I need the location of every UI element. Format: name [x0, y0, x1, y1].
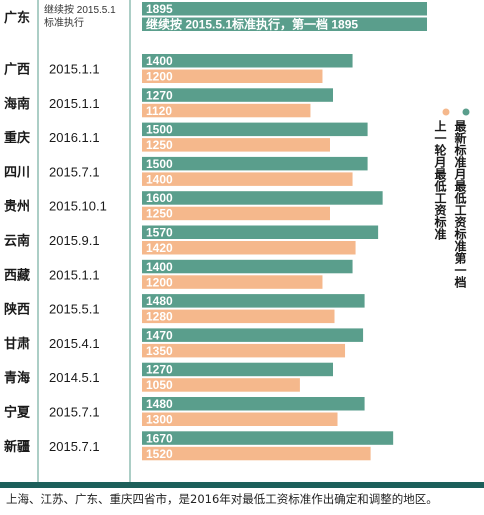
date-label: 继续按 2015.5.1	[44, 3, 116, 16]
bar-current-value: 1470	[146, 328, 173, 342]
date-label: 2015.1.1	[49, 96, 100, 111]
bar-current-value: 1500	[146, 123, 173, 137]
bar-current-value: 1600	[146, 191, 173, 205]
footer: 上海、江苏、广东、重庆四省市，是2016年对最低工资标准作出确定和调整的地区。	[0, 482, 484, 515]
bar-current-value: 1670	[146, 431, 173, 445]
bar-previous-value: 1120	[146, 104, 172, 118]
bar-previous-value: 1200	[146, 275, 173, 289]
bar-current-value: 1570	[146, 226, 173, 240]
bar-previous	[142, 206, 330, 221]
bar-current	[142, 397, 365, 411]
date-label: 2015.7.1	[49, 439, 100, 454]
bar-previous-value: 1280	[146, 310, 173, 324]
province-label: 海南	[4, 96, 30, 111]
bar-current	[142, 156, 368, 171]
legend-dot-current	[462, 108, 470, 116]
bar-current-value: 1400	[146, 54, 173, 68]
bar-previous	[142, 241, 356, 255]
bar-previous-value: 1250	[146, 207, 173, 221]
date-label: 2015.7.1	[49, 405, 100, 420]
bar-current	[142, 294, 365, 308]
date-label: 2015.1.1	[49, 267, 100, 282]
bar-previous-value: 1300	[146, 413, 173, 427]
bar-current-value: 1270	[146, 88, 173, 102]
date-label: 2015.9.1	[49, 233, 100, 248]
province-label: 西藏	[4, 267, 30, 282]
bar-current	[142, 362, 334, 377]
legend-label-previous: 上一轮月最低工资标准	[433, 119, 447, 241]
province-label: 云南	[4, 233, 30, 248]
bar-current	[142, 122, 368, 137]
bar-current	[142, 191, 383, 205]
bar-previous-value: 1350	[146, 344, 173, 358]
date-label: 2014.5.1	[49, 370, 100, 385]
bar-current	[142, 328, 364, 342]
bar-current-value: 1895	[146, 2, 173, 16]
legend-dot-previous	[442, 108, 450, 116]
bar-current-value: 1500	[146, 157, 173, 171]
date-label: 2015.5.1	[49, 302, 100, 317]
province-label: 广西	[4, 62, 30, 77]
date-label: 标准执行	[44, 16, 84, 29]
date-label: 2016.1.1	[49, 130, 100, 145]
province-label: 甘肃	[4, 336, 30, 351]
bar-current	[142, 88, 334, 102]
bar-previous-value: 1520	[146, 447, 173, 461]
bar-previous-value: 1420	[146, 241, 173, 255]
province-label: 广东	[4, 10, 30, 25]
bar-current-value: 1400	[146, 260, 173, 274]
province-label: 新疆	[4, 439, 30, 454]
date-label: 2015.10.1	[49, 199, 107, 214]
bar-current	[142, 225, 379, 239]
legend-label-current: 最新标准月最低工资标准第一档	[453, 120, 467, 289]
footer-note: 上海、江苏、广东、重庆四省市，是2016年对最低工资标准作出确定和调整的地区。	[6, 492, 438, 506]
footer-band	[0, 482, 484, 488]
bar-previous	[142, 412, 338, 426]
bar-current	[142, 259, 353, 274]
bar-current-value: 1480	[146, 294, 173, 308]
date-label: 2015.1.1	[49, 62, 100, 77]
bar-previous	[142, 172, 353, 186]
bar-previous	[142, 275, 323, 289]
province-label: 四川	[4, 164, 30, 179]
bar-current	[142, 54, 353, 68]
bar-previous	[142, 69, 323, 83]
bar-note	[142, 17, 427, 31]
bar-previous-value: 1050	[146, 378, 173, 392]
bar-previous-value: 1250	[146, 138, 173, 152]
date-label: 2015.4.1	[49, 336, 100, 351]
bar-previous-value: 1400	[146, 172, 173, 186]
bar-previous	[142, 446, 371, 461]
bar-current	[142, 2, 427, 16]
date-label: 2015.7.1	[49, 164, 100, 179]
province-label: 宁夏	[4, 405, 31, 420]
bar-previous	[142, 138, 330, 152]
province-label: 贵州	[4, 199, 30, 214]
guangdong-note: 继续按 2015.5.1标准执行，第一档 1895	[146, 17, 358, 32]
bar-previous	[142, 343, 346, 358]
bar-current	[142, 431, 394, 445]
bar-current-value: 1270	[146, 363, 173, 377]
province-label: 重庆	[4, 130, 30, 145]
province-label: 陕西	[4, 302, 30, 317]
province-label: 青海	[4, 370, 30, 385]
bar-current-value: 1480	[146, 397, 173, 411]
bar-previous	[142, 309, 335, 324]
bar-previous	[142, 103, 311, 118]
bar-previous	[142, 378, 300, 392]
bar-previous-value: 1200	[146, 70, 173, 84]
